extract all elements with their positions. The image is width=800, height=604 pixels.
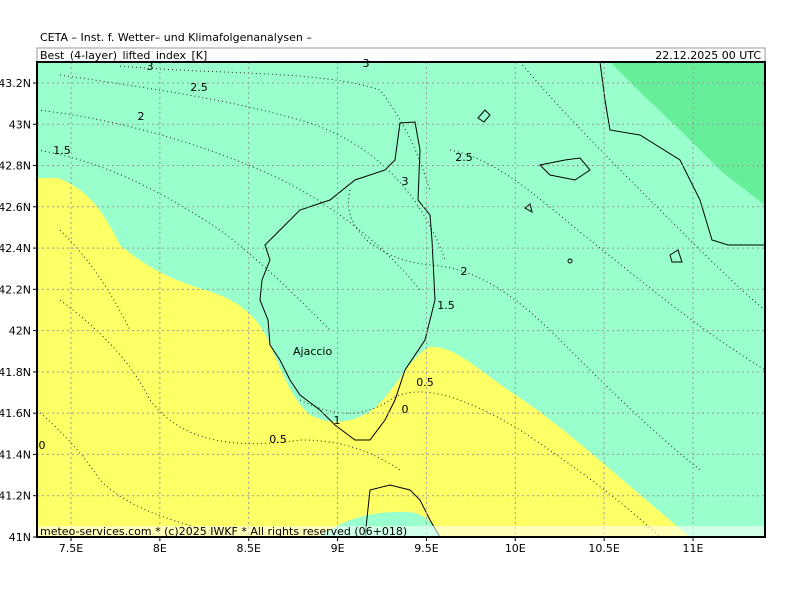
lat-label: 43.2N [0, 77, 31, 90]
lat-label: 41N [9, 531, 31, 544]
contour-label: 3 [147, 60, 154, 73]
axis-labels: 43.2N 43N 42.8N 42.6N 42.4N 42.2N 42N 41.8N 41.6… [0, 77, 704, 555]
contour [449, 149, 766, 371]
lon-label: 10.5E [588, 542, 619, 555]
contour [36, 109, 421, 291]
coastline-italy [599, 61, 765, 246]
contour-label: 2.5 [455, 151, 473, 164]
coastline-corsica [259, 121, 436, 441]
contour-label: 2.5 [190, 81, 208, 94]
lat-label: 41.6N [0, 407, 31, 420]
contour-label: 2 [461, 265, 468, 278]
lon-label: 8.5E [236, 542, 260, 555]
place-label: Ajaccio [293, 345, 332, 358]
contour-label: 0.5 [416, 376, 434, 389]
lon-label: 8E [153, 542, 167, 555]
lat-label: 43N [9, 118, 31, 131]
lat-label: 41.8N [0, 366, 31, 379]
coastline-sardinia [364, 484, 441, 538]
graticule [37, 62, 765, 537]
lon-label: 7.5E [59, 542, 83, 555]
contour-label: 1 [334, 414, 341, 427]
contour-label: 3 [363, 57, 370, 70]
lat-label: 42.8N [0, 160, 31, 173]
island [669, 249, 683, 263]
contour-label: 2 [138, 110, 145, 123]
parameter: Best_(4-layer)_lifted_index_[K] [40, 49, 207, 62]
lon-label: 10E [505, 542, 526, 555]
lat-label: 42.6N [0, 201, 31, 214]
island [477, 109, 491, 123]
footer: meteo-services.com * (c)2025 IWKF * All … [40, 525, 407, 538]
footer-band [37, 526, 765, 537]
field-dark-green [610, 62, 765, 205]
lon-label: 9.5E [414, 542, 438, 555]
lon-label: 9E [331, 542, 345, 555]
valid-time: 22.12.2025 00 UTC [655, 49, 761, 62]
field-yellow [37, 178, 690, 537]
lat-label: 41.4N [0, 448, 31, 461]
contour [519, 61, 766, 311]
institute: CETA – Inst. f. Wetter– und Klimafolgena… [40, 31, 312, 44]
lat-label: 42N [9, 325, 31, 338]
contour-label: 0 [39, 439, 46, 452]
lon-label: 11E [683, 542, 704, 555]
map-area: 3 2.5 2 1.5 3 3 2.5 2 1.5 1 0.5 0 0.5 0 Ajaccio meteo… [36, 57, 766, 538]
contour [59, 229, 131, 331]
contour-label: 3 [402, 175, 409, 188]
contour-label: 0 [402, 403, 409, 416]
contour-labels: 3 2.5 2 1.5 3 3 2.5 2 1.5 1 0.5 0 0.5 0 [39, 57, 473, 452]
map-frame [36, 61, 766, 538]
island [524, 203, 533, 214]
lat-label: 42.4N [0, 242, 31, 255]
lat-label: 42.2N [0, 283, 31, 296]
island [567, 258, 573, 264]
contour-label: 1.5 [53, 144, 71, 157]
contour-label: 0.5 [269, 433, 287, 446]
island-elba [538, 157, 591, 181]
contour-label: 1.5 [437, 299, 455, 312]
lat-label: 41.2N [0, 490, 31, 503]
contour [59, 74, 446, 261]
